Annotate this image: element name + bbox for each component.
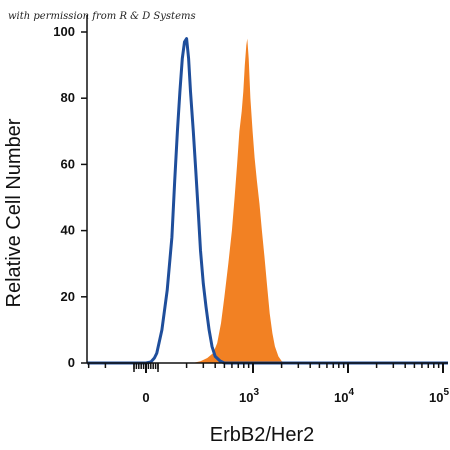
y-tick-label: 100 (53, 24, 75, 39)
x-axis-label: ErbB2/Her2 (210, 424, 315, 446)
y-axis-ticks: 0 20 40 60 80 100 (53, 24, 87, 370)
x-tick-label: 103 (239, 387, 259, 405)
y-tick-label: 20 (61, 289, 75, 304)
watermark-text: with permission from R & D Systems (8, 11, 196, 22)
x-tick-label: 104 (334, 387, 354, 405)
y-tick-label: 60 (61, 156, 75, 171)
x-tick-label: 105 (429, 387, 449, 405)
x-axis-ticks: 0 103 104 105 (87, 363, 449, 405)
series-blue-line (87, 37, 448, 365)
y-axis-label: Relative Cell Number (3, 118, 25, 307)
x-tick-label: 0 (142, 390, 149, 405)
series-orange-area (192, 38, 286, 363)
y-tick-label: 80 (61, 90, 75, 105)
y-tick-label: 0 (68, 355, 75, 370)
plot-area (87, 37, 448, 365)
y-tick-label: 40 (61, 223, 75, 238)
